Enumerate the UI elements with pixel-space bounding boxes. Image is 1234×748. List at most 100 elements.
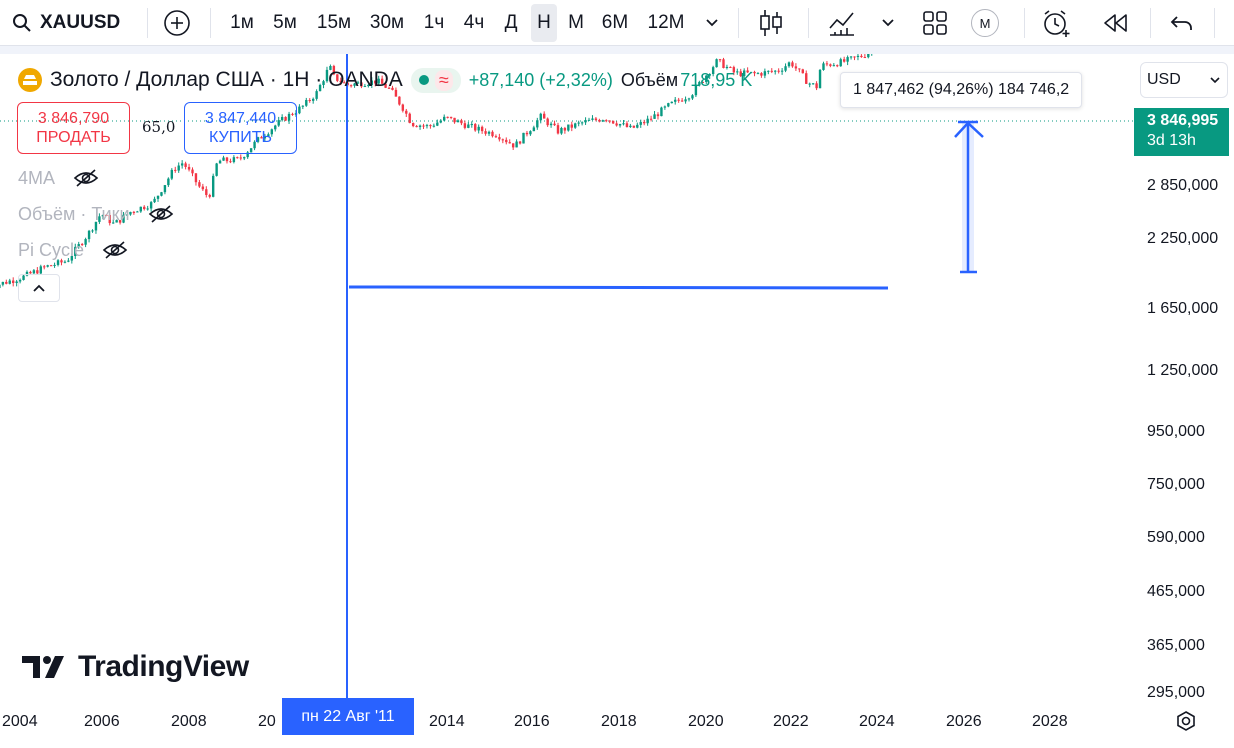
candle-body <box>429 125 432 127</box>
candle-body <box>374 80 377 84</box>
candle-body <box>170 169 174 179</box>
candle-body <box>415 126 418 128</box>
candle-body <box>53 264 56 266</box>
candle-body <box>318 84 322 92</box>
candle-body <box>36 270 39 274</box>
year-tick: 2014 <box>429 713 465 730</box>
interval-day[interactable]: Д <box>504 12 518 33</box>
year-tick: 20 <box>258 713 276 730</box>
toolbar-divider <box>210 8 211 38</box>
candle-body <box>839 59 842 67</box>
candle-body <box>425 125 429 127</box>
candle-body <box>842 59 846 62</box>
candle-body <box>439 120 442 123</box>
indicator-volume-ticks[interactable]: Объём · Тики <box>18 201 174 227</box>
candle-body <box>536 120 539 128</box>
candle-body <box>832 65 836 67</box>
candle-body <box>225 157 229 162</box>
candle-body <box>732 67 736 73</box>
profile-badge-button[interactable]: M <box>968 4 1002 42</box>
currency-select[interactable]: USD <box>1140 62 1228 98</box>
interval-12m[interactable]: 12М <box>647 12 685 33</box>
candle-body <box>67 260 70 262</box>
collapse-legend-button[interactable] <box>18 274 60 302</box>
interval-6m[interactable]: 6М <box>601 12 629 33</box>
candle-body <box>456 120 460 123</box>
candle-body <box>808 83 811 85</box>
compare-button[interactable] <box>158 4 196 42</box>
indicators-button[interactable] <box>822 4 862 42</box>
indicator-label: Объём · Тики <box>18 203 130 224</box>
candle-body <box>653 114 656 119</box>
candle-body <box>291 113 294 115</box>
symbol-search[interactable]: XAUUSD <box>12 4 120 42</box>
chart-settings-button[interactable] <box>1175 710 1197 737</box>
market-status-badge[interactable]: ≈ <box>410 67 461 93</box>
interval-15m[interactable]: 15м <box>316 12 352 33</box>
interval-dropdown[interactable] <box>698 4 726 42</box>
eye-hidden-icon[interactable] <box>73 168 99 188</box>
buy-button[interactable]: 3 847,440 КУПИТЬ <box>184 102 297 154</box>
undo-button[interactable] <box>1164 4 1200 42</box>
alert-button[interactable] <box>1036 4 1076 42</box>
candle-body <box>15 281 18 284</box>
candle-body <box>125 214 129 216</box>
sell-button[interactable]: 3 846,790 ПРОДАТЬ <box>17 102 130 154</box>
candle-body <box>153 198 156 203</box>
instrument-title[interactable]: Золото / Доллар США · 1Н · OANDA <box>50 68 403 91</box>
chart-type-button[interactable] <box>752 4 790 42</box>
candle-body <box>436 122 439 126</box>
candle-body <box>270 129 274 135</box>
bar-countdown: 3d 13h <box>1147 132 1196 149</box>
indicators-dropdown[interactable] <box>876 4 900 42</box>
interval-week[interactable]: Н <box>531 4 557 42</box>
interval-month[interactable]: М <box>568 12 584 33</box>
candle-body <box>774 70 777 72</box>
rewind-icon <box>1104 14 1127 32</box>
indicator-4ma[interactable]: 4MA <box>18 165 99 191</box>
interval-4h[interactable]: 4ч <box>463 12 485 33</box>
chart-area[interactable] <box>0 54 1234 748</box>
add-circle-icon <box>164 10 190 36</box>
candle-body <box>177 165 180 171</box>
eye-hidden-icon[interactable] <box>148 204 174 224</box>
candle-body <box>122 214 125 223</box>
candle-body <box>49 265 53 267</box>
candle-body <box>708 74 711 76</box>
candle-body <box>856 55 860 58</box>
undo-icon <box>1170 16 1192 30</box>
candle-body <box>136 211 139 213</box>
candle-body <box>567 124 570 131</box>
candle-body <box>246 152 249 158</box>
year-tick: 2018 <box>601 713 637 730</box>
replay-button[interactable] <box>1096 4 1134 42</box>
candle-body <box>632 125 636 128</box>
candle-body <box>794 66 798 69</box>
time-axis[interactable]: 2004 2006 2008 20 2014 2016 2018 2020 20… <box>0 696 1234 748</box>
candle-body <box>539 113 542 121</box>
candle-body <box>629 125 632 128</box>
sell-price: 3 846,790 <box>37 110 110 127</box>
resistance-trendline[interactable] <box>348 285 889 290</box>
candle-body <box>353 83 356 86</box>
candle-body <box>605 120 608 122</box>
interval-1h[interactable]: 1ч <box>423 12 445 33</box>
currency-value: USD <box>1147 71 1181 88</box>
indicator-label: Pi Cycle <box>18 239 85 260</box>
candle-body <box>367 84 370 87</box>
candle-body <box>184 163 187 167</box>
interval-5m[interactable]: 5м <box>273 12 297 33</box>
eye-hidden-icon[interactable] <box>102 240 128 260</box>
indicator-pi-cycle[interactable]: Pi Cycle <box>18 237 128 263</box>
price-chart[interactable] <box>0 54 1234 748</box>
candle-body <box>805 73 808 84</box>
candlestick-series <box>0 54 873 289</box>
candle-body <box>294 113 298 115</box>
price-tick: 1 650,000 <box>1147 300 1219 317</box>
candle-body <box>667 103 670 107</box>
layout-button[interactable] <box>916 4 954 42</box>
interval-1m[interactable]: 1м <box>230 12 254 33</box>
candle-body <box>594 118 598 120</box>
interval-30m[interactable]: 30м <box>369 12 405 33</box>
candle-body <box>1 281 5 285</box>
